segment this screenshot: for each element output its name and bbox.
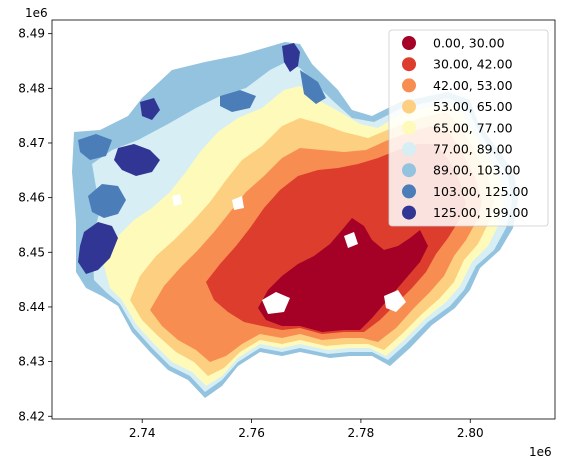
no-data-gap bbox=[262, 292, 290, 314]
y-tick-label: 8.42 bbox=[18, 409, 45, 423]
legend-marker bbox=[402, 99, 416, 114]
y-tick-label: 8.47 bbox=[18, 136, 45, 150]
x-tick-label: 2.80 bbox=[457, 426, 484, 440]
y-tick-label: 8.44 bbox=[18, 300, 45, 314]
no-data-gap bbox=[172, 194, 182, 206]
region-class-125-199 bbox=[78, 222, 118, 274]
x-axis: 2.74 2.76 2.78 2.80 bbox=[129, 419, 484, 440]
region-class-103-125 bbox=[78, 134, 112, 160]
axes-frame bbox=[51, 19, 556, 420]
legend-marker bbox=[402, 57, 416, 72]
legend-label: 89.00, 103.00 bbox=[433, 163, 521, 178]
y-tick-label: 8.45 bbox=[18, 245, 45, 259]
legend-label: 125.00, 199.00 bbox=[433, 205, 528, 220]
x-tick-label: 2.76 bbox=[238, 426, 265, 440]
region-class-103-125 bbox=[88, 184, 126, 218]
legend-marker bbox=[402, 184, 416, 199]
region-class-125-199 bbox=[114, 144, 160, 176]
y-tick-label: 8.49 bbox=[18, 27, 45, 41]
legend-label: 65.00, 77.00 bbox=[433, 120, 513, 135]
legend-marker bbox=[402, 120, 416, 135]
y-axis: 8.42 8.43 8.44 8.45 8.46 8.47 8.48 8.49 bbox=[18, 27, 52, 423]
legend-label: 53.00, 65.00 bbox=[433, 99, 513, 114]
legend-label: 30.00, 42.00 bbox=[433, 57, 513, 72]
region-class-125-199 bbox=[282, 43, 300, 72]
no-data-gap bbox=[232, 196, 244, 210]
legend: 0.00, 30.00 30.00, 42.00 42.00, 53.00 53… bbox=[388, 29, 549, 227]
legend-label: 103.00, 125.00 bbox=[433, 184, 528, 199]
y-tick-label: 8.48 bbox=[18, 81, 45, 95]
y-tick-label: 8.43 bbox=[18, 355, 45, 369]
region-class-103-125 bbox=[220, 90, 256, 112]
y-offset-label: 1e6 bbox=[25, 6, 48, 20]
legend-label: 0.00, 30.00 bbox=[433, 36, 505, 51]
x-tick-label: 2.78 bbox=[348, 426, 375, 440]
no-data-gap bbox=[384, 290, 406, 312]
legend-marker bbox=[402, 142, 416, 156]
no-data-gap bbox=[344, 232, 358, 248]
legend-marker bbox=[402, 205, 416, 220]
legend-frame bbox=[388, 29, 549, 227]
x-tick-label: 2.74 bbox=[129, 426, 156, 440]
legend-label: 77.00, 89.00 bbox=[433, 142, 513, 157]
legend-marker bbox=[402, 78, 416, 93]
legend-marker bbox=[402, 36, 416, 50]
legend-marker bbox=[402, 163, 416, 178]
region-class-103-125 bbox=[300, 70, 326, 104]
legend-label: 42.00, 53.00 bbox=[433, 78, 513, 93]
region-class-125-199 bbox=[140, 98, 160, 120]
x-offset-label: 1e6 bbox=[529, 445, 552, 459]
region-class-0-30 bbox=[258, 218, 428, 332]
y-tick-label: 8.46 bbox=[18, 191, 45, 205]
